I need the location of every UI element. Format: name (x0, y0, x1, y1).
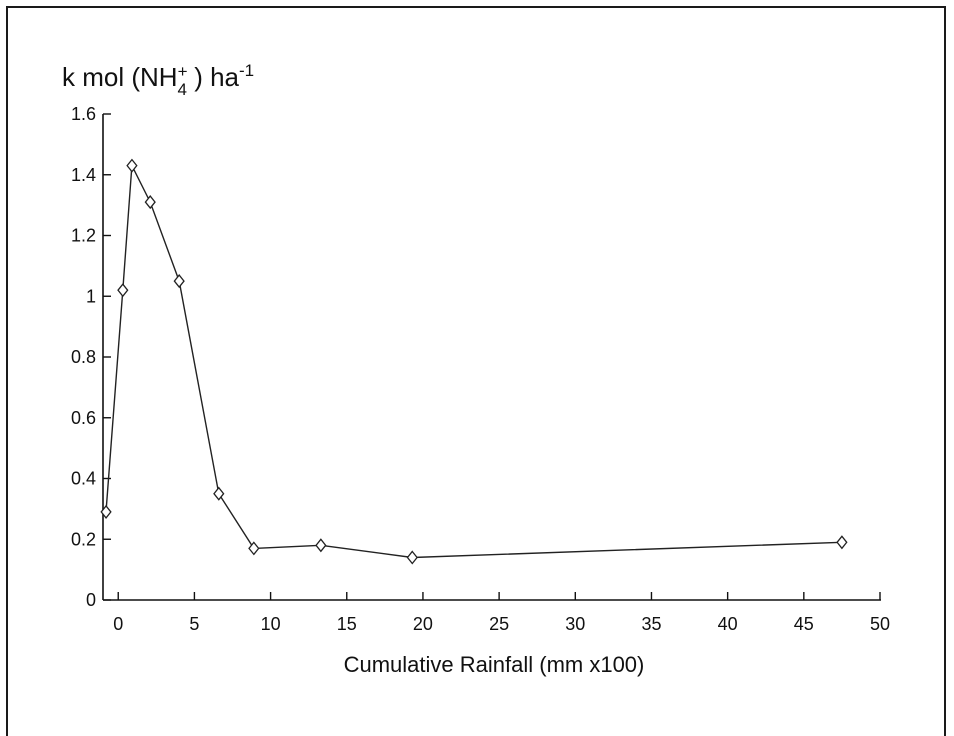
y-tick-label: 0.6 (71, 408, 96, 428)
y-tick-label: 0.4 (71, 469, 96, 489)
figure-frame (6, 6, 946, 736)
x-ticks: 0 5 10 15 20 25 30 35 40 45 50 (113, 592, 890, 634)
y-axis-title-ion-charge: + (178, 62, 188, 81)
x-tick-label: 5 (189, 614, 199, 634)
data-point (406, 550, 418, 565)
x-tick-label: 15 (337, 614, 357, 634)
y-axis-title: k mol (NH+ 4 ) ha-1 (62, 61, 254, 99)
x-tick-label: 45 (794, 614, 814, 634)
y-tick-label: 1 (86, 286, 96, 306)
data-point (100, 504, 112, 519)
data-point (144, 195, 156, 210)
y-axis-title-unit-exponent: -1 (239, 61, 254, 80)
x-tick-label: 30 (565, 614, 585, 634)
x-tick-label: 10 (261, 614, 281, 634)
x-tick-label: 50 (870, 614, 890, 634)
x-tick-label: 20 (413, 614, 433, 634)
y-tick-label: 0.2 (71, 529, 96, 549)
series-line (105, 163, 842, 559)
y-axis-title-ion-subscript: 4 (178, 80, 187, 99)
data-point (248, 541, 260, 556)
y-tick-label: 1.2 (71, 226, 96, 246)
y-tick-label: 1.6 (71, 104, 96, 124)
y-tick-label: 0.8 (71, 347, 96, 367)
y-ticks: 0 0.2 0.4 0.6 0.8 1 1.2 1.4 1.6 (71, 104, 111, 610)
x-tick-label: 0 (113, 614, 123, 634)
data-point (315, 538, 327, 553)
data-point (173, 274, 185, 289)
x-axis-title: Cumulative Rainfall (mm x100) (344, 652, 645, 677)
x-tick-label: 25 (489, 614, 509, 634)
y-axis-title-suffix: ) ha (187, 62, 240, 92)
data-point (836, 535, 848, 550)
data-point (213, 486, 225, 501)
x-tick-label: 40 (718, 614, 738, 634)
x-tick-label: 35 (641, 614, 661, 634)
series-markers (100, 158, 848, 565)
y-tick-label: 0 (86, 590, 96, 610)
data-point (126, 158, 138, 173)
axes (102, 114, 881, 601)
y-axis-title-prefix: k mol (NH (62, 62, 178, 92)
y-tick-label: 1.4 (71, 165, 96, 185)
data-point (117, 283, 129, 298)
